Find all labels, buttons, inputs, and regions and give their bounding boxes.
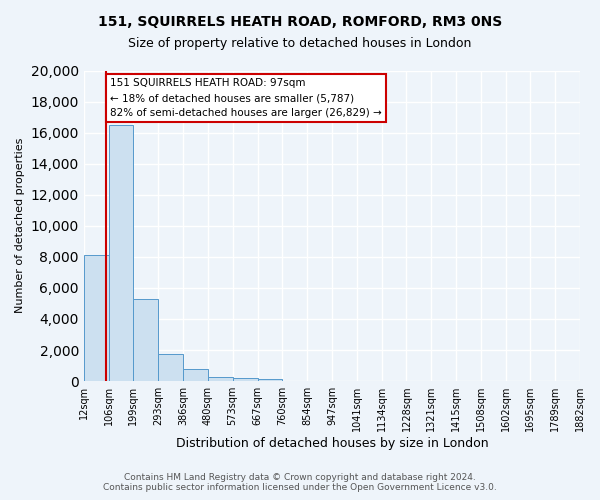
Bar bbox=[133, 299, 158, 381]
Bar bbox=[183, 370, 208, 381]
Y-axis label: Number of detached properties: Number of detached properties bbox=[15, 138, 25, 314]
Text: Contains HM Land Registry data © Crown copyright and database right 2024.
Contai: Contains HM Land Registry data © Crown c… bbox=[103, 473, 497, 492]
Text: 151, SQUIRRELS HEATH ROAD, ROMFORD, RM3 0NS: 151, SQUIRRELS HEATH ROAD, ROMFORD, RM3 … bbox=[98, 15, 502, 29]
Bar bbox=[233, 378, 257, 381]
Bar bbox=[109, 125, 133, 381]
X-axis label: Distribution of detached houses by size in London: Distribution of detached houses by size … bbox=[176, 437, 488, 450]
Text: 151 SQUIRRELS HEATH ROAD: 97sqm
← 18% of detached houses are smaller (5,787)
82%: 151 SQUIRRELS HEATH ROAD: 97sqm ← 18% of… bbox=[110, 78, 382, 118]
Bar bbox=[208, 377, 233, 381]
Bar bbox=[257, 379, 282, 381]
Bar bbox=[158, 354, 183, 381]
Bar bbox=[84, 256, 109, 381]
Text: Size of property relative to detached houses in London: Size of property relative to detached ho… bbox=[128, 38, 472, 51]
